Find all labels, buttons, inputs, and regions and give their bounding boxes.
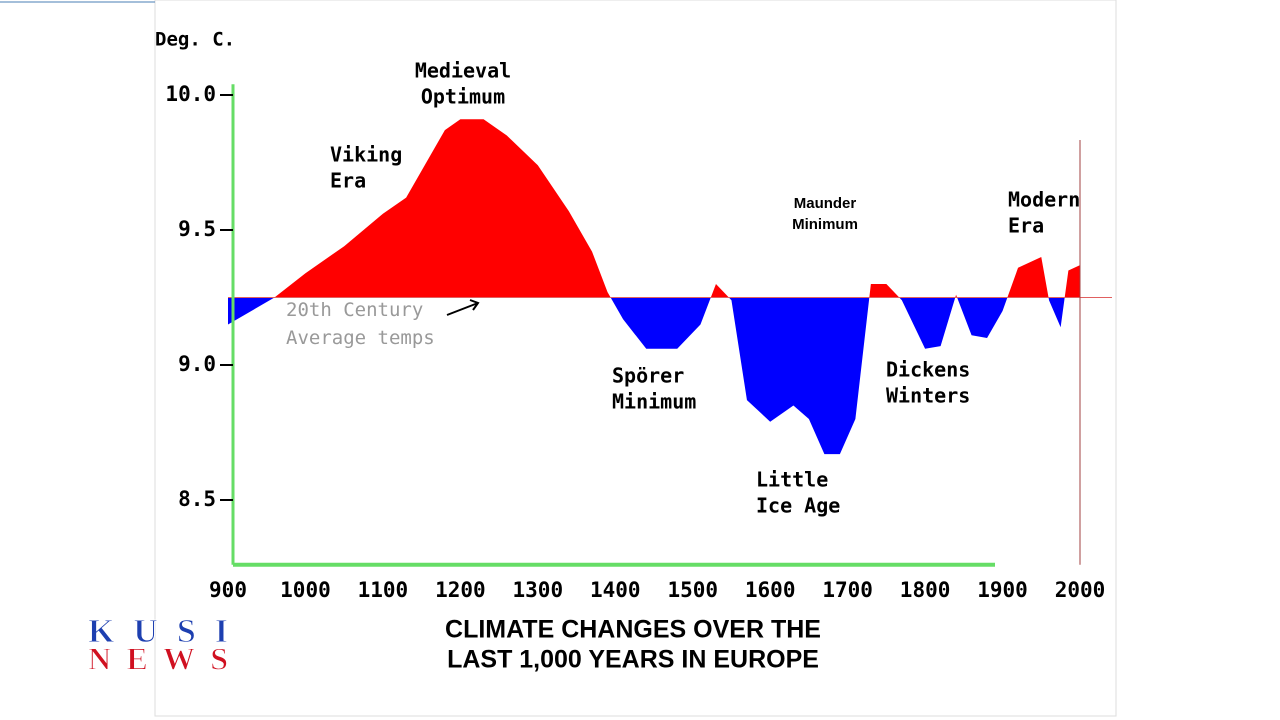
- x-tick-label: 2000: [1055, 578, 1106, 602]
- x-tick-label: 1200: [435, 578, 486, 602]
- annotation: Minimum: [792, 216, 858, 233]
- annotation: Dickens: [886, 358, 970, 382]
- x-tick-label: 1700: [822, 578, 873, 602]
- caption-line: CLIMATE CHANGES OVER THE: [445, 616, 821, 644]
- caption-line: LAST 1,000 YEARS IN EUROPE: [447, 646, 819, 674]
- reference-label: Average temps: [286, 327, 435, 349]
- arrow: [446, 299, 480, 316]
- y-tick-label: 10.0: [165, 82, 216, 106]
- annotation: Modern: [1008, 188, 1080, 212]
- y-tick-label: 9.5: [178, 217, 216, 241]
- y-tick-label: 8.5: [178, 487, 216, 511]
- annotation: Maunder: [794, 195, 857, 212]
- x-tick-label: 1900: [977, 578, 1028, 602]
- reference-label: 20th Century: [286, 299, 423, 321]
- annotation: Optimum: [421, 85, 505, 109]
- annotation: Viking: [330, 143, 402, 167]
- y-axis-label: Deg. C.: [155, 29, 235, 51]
- annotation: Ice Age: [756, 494, 840, 518]
- x-tick-label: 1600: [745, 578, 796, 602]
- annotation: Spörer: [612, 364, 684, 388]
- area-above: [228, 119, 1080, 298]
- x-tick-label: 1300: [513, 578, 564, 602]
- x-tick-label: 1000: [280, 578, 331, 602]
- annotation: Era: [1008, 214, 1044, 238]
- annotation: Winters: [886, 384, 970, 408]
- x-tick-label: 1800: [900, 578, 951, 602]
- annotation: Era: [330, 169, 366, 193]
- x-tick-label: 1400: [590, 578, 641, 602]
- annotation: Medieval: [415, 59, 511, 83]
- slide: [154, 0, 1117, 717]
- annotation: Minimum: [612, 390, 696, 414]
- x-tick-label: 900: [209, 578, 247, 602]
- area-below: [228, 297, 1080, 455]
- x-tick-label: 1100: [358, 578, 409, 602]
- annotation: Little: [756, 468, 828, 492]
- y-tick-label: 9.0: [178, 352, 216, 376]
- x-tick-label: 1500: [667, 578, 718, 602]
